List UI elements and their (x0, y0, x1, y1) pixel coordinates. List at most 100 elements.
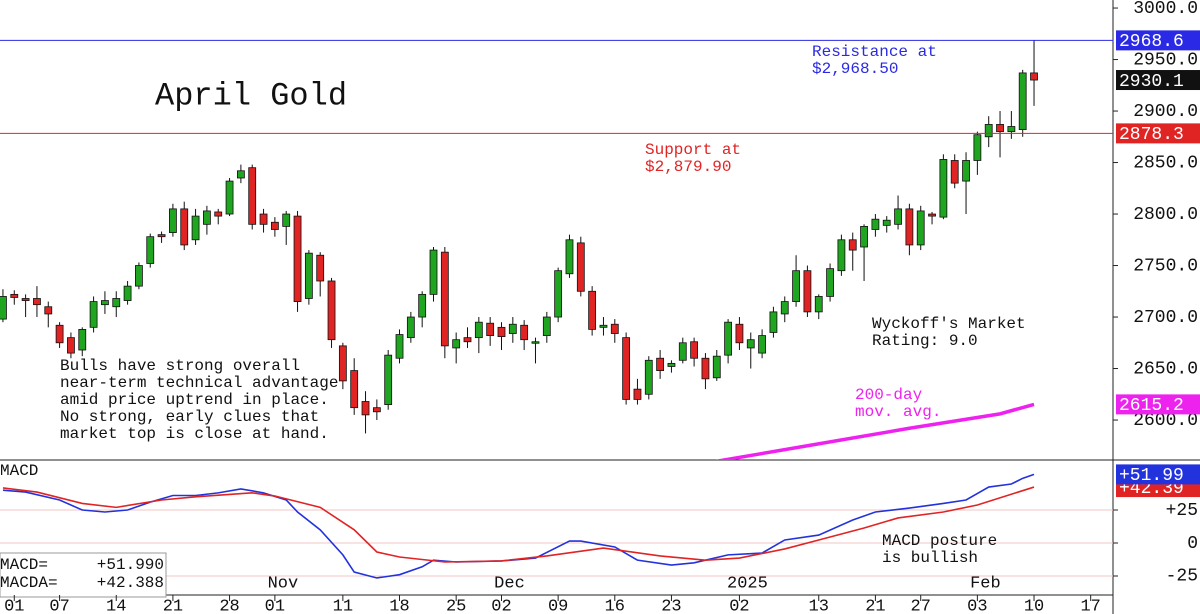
y-tick-label: 2750.0 (1133, 256, 1198, 276)
x-tick-label: 01 (265, 597, 285, 614)
candle-body (554, 270, 563, 318)
candle-body (950, 160, 959, 184)
candle-body (202, 210, 211, 225)
candle-body (656, 357, 665, 371)
annotation: near-term technical advantage (60, 374, 338, 392)
candle-body (724, 321, 733, 356)
candle-body (270, 221, 279, 230)
level-label: 2615.2 (1119, 396, 1184, 416)
end-label: +51.99 (1119, 466, 1184, 486)
annotation: mov. avg. (855, 403, 941, 421)
candle-body (962, 160, 970, 182)
candle-body (1018, 72, 1027, 130)
candle-body (814, 296, 823, 313)
readout-box (0, 552, 167, 598)
candle-body (712, 355, 721, 379)
month-label: Nov (268, 574, 299, 593)
candle-body (123, 285, 132, 301)
y-tick-label: +25 (1166, 501, 1198, 521)
candle-body (644, 359, 653, 395)
level-label-box (1116, 394, 1200, 415)
y-tick-label: 2650.0 (1133, 359, 1198, 379)
y-tick-label: 2600.0 (1133, 411, 1198, 431)
candle-body (350, 370, 359, 409)
candle-body (101, 300, 109, 306)
candle-body (282, 213, 291, 227)
candle-body (316, 254, 325, 282)
candle-body (746, 339, 755, 349)
candle-body (146, 236, 155, 264)
candle-body (497, 326, 506, 338)
x-tick-label: 28 (219, 597, 239, 614)
candle-body (871, 218, 880, 230)
annotation: Bulls have strong overall (60, 357, 300, 375)
candle-body (1007, 126, 1016, 133)
candle-body (338, 345, 347, 382)
x-tick-label: 10 (1024, 597, 1044, 614)
candle-body (610, 323, 619, 334)
x-tick-label: 17 (1080, 597, 1100, 614)
x-tick-label: 21 (865, 597, 885, 614)
candle-body (894, 208, 902, 225)
candle-body (973, 134, 982, 161)
candle-body (826, 268, 834, 297)
candle-body (1030, 72, 1038, 81)
candle-body (293, 215, 302, 302)
candle-body (361, 401, 370, 416)
candle-body (112, 298, 121, 308)
candle-body (622, 337, 631, 400)
candle-body (429, 249, 438, 295)
x-tick-label: 14 (106, 597, 126, 614)
candle-body (769, 311, 778, 333)
x-tick-label: 02 (491, 597, 511, 614)
candle-body (236, 170, 245, 179)
month-label: Dec (494, 574, 525, 593)
candle-body (406, 316, 415, 339)
level-label: 2968.6 (1119, 32, 1184, 52)
month-label: 2025 (727, 574, 768, 593)
annotation: amid price uptrend in place. (60, 391, 329, 409)
x-tick-label: 03 (967, 597, 987, 614)
candle-body (214, 211, 223, 217)
candle-body (690, 341, 699, 359)
candle-body (678, 342, 687, 361)
x-tick-label: 16 (605, 597, 625, 614)
candle-body (89, 301, 98, 328)
readout-label: MACD= (0, 556, 48, 574)
candle-body (803, 270, 812, 313)
candle-body (44, 306, 53, 315)
annotation: No strong, early clues that (60, 408, 319, 426)
annotation: is bullish (882, 549, 978, 567)
y-tick-label: 2950.0 (1133, 50, 1198, 70)
y-tick-label: 2900.0 (1133, 102, 1198, 122)
annotation: Resistance at (812, 43, 937, 61)
plot-area (2, 473, 1035, 579)
indicator-line (2, 486, 1035, 563)
candle-body (882, 219, 891, 226)
candle-body (984, 124, 993, 138)
y-tick-label: 2700.0 (1133, 308, 1198, 328)
level-label-box (1116, 30, 1200, 51)
candle-body (735, 323, 744, 344)
x-tick-label: 02 (729, 597, 749, 614)
candle-body (565, 239, 574, 275)
y-tick-label: -25 (1166, 567, 1198, 587)
x-tick-label: 01 (4, 597, 24, 614)
candle-body (486, 322, 495, 336)
candle-body (837, 239, 846, 272)
x-tick-label: 13 (809, 597, 829, 614)
x-tick-label: 07 (49, 597, 69, 614)
level-label-box (1116, 123, 1200, 144)
candle-body (55, 324, 64, 344)
candle-body (463, 337, 472, 343)
plot-area (0, 40, 1038, 460)
y-tick-label: 3000.0 (1133, 0, 1198, 19)
candle-body (67, 337, 75, 354)
candle-body (508, 323, 517, 334)
month-label: Feb (970, 574, 1001, 593)
candle-body (916, 210, 925, 246)
annotation: market top is close at hand. (60, 425, 329, 443)
annotation: $2,968.50 (812, 60, 898, 78)
